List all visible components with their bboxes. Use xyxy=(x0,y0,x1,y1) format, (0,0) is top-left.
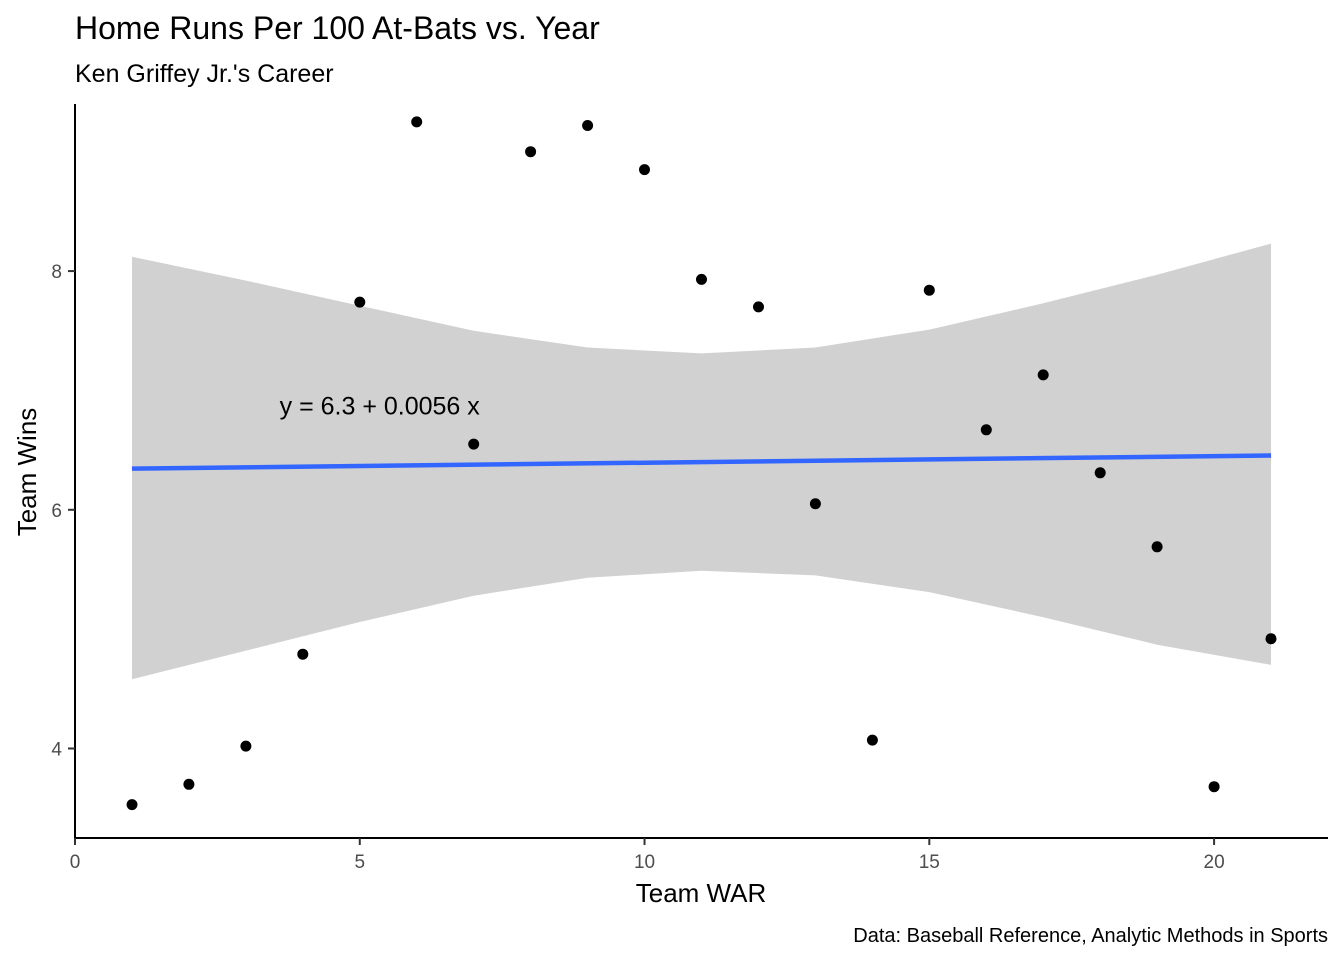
chart-title: Home Runs Per 100 At-Bats vs. Year xyxy=(75,10,600,46)
data-point-14 xyxy=(866,734,878,746)
data-point-7 xyxy=(468,438,480,450)
data-point-20 xyxy=(1208,781,1220,793)
regression-equation: y = 6.3 + 0.0056 x xyxy=(280,392,481,420)
y-axis-ticks: 4 6 8 xyxy=(51,262,75,760)
data-point-15 xyxy=(923,284,935,296)
x-axis-ticks: 0 5 10 15 20 xyxy=(70,838,1225,873)
data-point-18 xyxy=(1094,467,1106,479)
data-point-8 xyxy=(525,146,537,158)
y-tick-label: 8 xyxy=(51,262,62,283)
y-tick-label: 6 xyxy=(51,501,62,522)
x-tick-label: 10 xyxy=(634,852,655,873)
data-point-19 xyxy=(1151,541,1163,553)
y-tick-label: 4 xyxy=(51,739,62,760)
data-point-5 xyxy=(354,296,366,308)
data-point-16 xyxy=(980,424,992,436)
x-tick-label: 0 xyxy=(70,852,81,873)
data-point-13 xyxy=(809,498,821,510)
data-point-17 xyxy=(1037,369,1049,381)
data-source-caption: Data: Baseball Reference, Analytic Metho… xyxy=(853,925,1328,947)
y-axis-title: Team Wins xyxy=(12,408,42,537)
data-point-6 xyxy=(411,116,423,128)
chart-subtitle: Ken Griffey Jr.'s Career xyxy=(75,60,334,88)
plot-area xyxy=(126,116,1277,811)
data-points xyxy=(126,116,1277,811)
data-point-9 xyxy=(582,120,594,131)
x-tick-label: 5 xyxy=(354,852,365,873)
data-point-3 xyxy=(240,740,252,752)
data-point-21 xyxy=(1265,633,1277,645)
x-tick-label: 15 xyxy=(919,852,940,873)
data-point-10 xyxy=(639,164,650,176)
x-axis-title: Team WAR xyxy=(636,878,767,908)
data-point-12 xyxy=(753,301,764,313)
data-point-1 xyxy=(126,799,138,811)
data-point-11 xyxy=(696,273,707,285)
data-point-2 xyxy=(183,778,195,790)
regression-line xyxy=(131,453,1272,471)
x-tick-label: 20 xyxy=(1204,852,1225,873)
data-point-4 xyxy=(297,648,309,660)
